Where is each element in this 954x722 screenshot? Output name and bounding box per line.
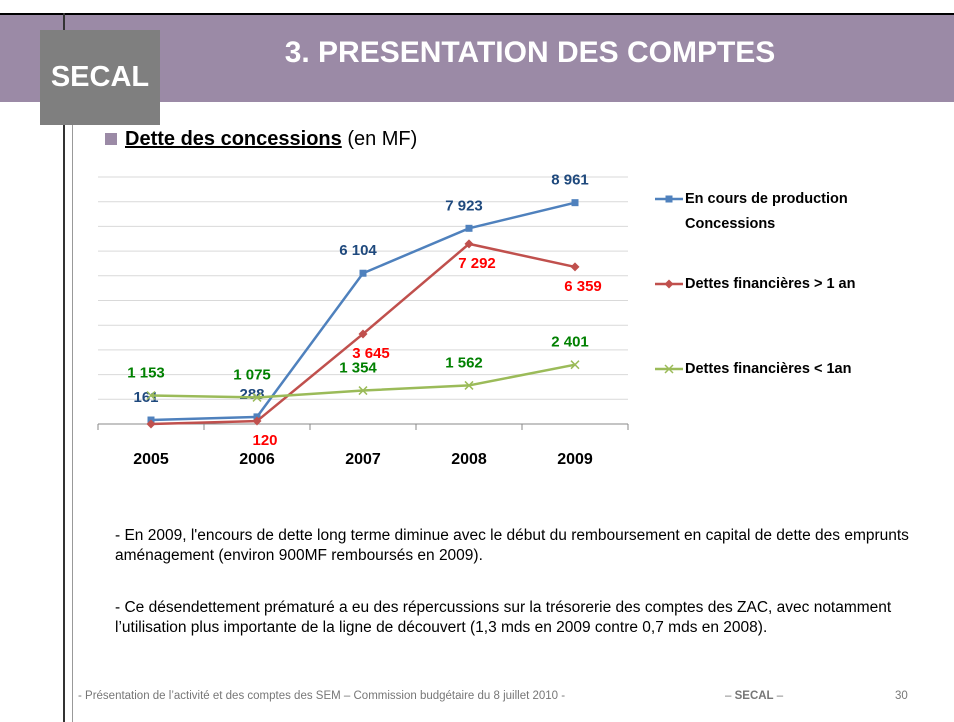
bullet-title: Dette des concessions bbox=[125, 128, 342, 150]
x-tick-label: 2008 bbox=[451, 451, 487, 468]
data-label: 1 562 bbox=[445, 354, 483, 371]
marker bbox=[359, 269, 367, 277]
bullet-unit: (en MF) bbox=[347, 128, 418, 150]
x-tick-label: 2005 bbox=[133, 451, 169, 468]
page-number: 30 bbox=[895, 690, 908, 702]
dash: – bbox=[725, 690, 732, 702]
legend-item: Dettes financières > 1 an bbox=[655, 272, 915, 297]
paragraph: - Ce désendettement prématuré a eu des r… bbox=[115, 599, 892, 636]
data-label: 8 961 bbox=[551, 172, 589, 189]
data-label: 7 923 bbox=[445, 197, 483, 214]
data-label: 7 292 bbox=[458, 255, 496, 272]
data-label: 3 645 bbox=[352, 345, 390, 362]
marker bbox=[570, 262, 580, 272]
footer-brand: – SECAL – bbox=[725, 690, 783, 702]
marker bbox=[465, 224, 473, 232]
legend-icon bbox=[655, 364, 683, 374]
marker bbox=[464, 380, 474, 390]
border-line bbox=[72, 100, 73, 722]
series-line bbox=[150, 201, 576, 422]
marker bbox=[464, 239, 474, 249]
dash: – bbox=[776, 690, 784, 702]
data-label: 120 bbox=[252, 432, 277, 449]
marker bbox=[665, 195, 673, 203]
legend-label: Dettes financières > 1 an bbox=[685, 276, 856, 292]
footer-text: - Présentation de l’activité et des comp… bbox=[78, 690, 566, 702]
paragraph: - En 2009, l'encours de dette long terme… bbox=[115, 527, 909, 564]
footer: - Présentation de l’activité et des comp… bbox=[78, 690, 938, 702]
legend-icon bbox=[655, 195, 683, 203]
marker bbox=[571, 199, 579, 207]
x-tick-label: 2006 bbox=[239, 451, 275, 468]
data-label: 6 359 bbox=[564, 278, 602, 295]
marker bbox=[146, 419, 156, 429]
x-tick-label: 2007 bbox=[345, 451, 381, 468]
legend-item: Dettes financières < 1an bbox=[655, 357, 915, 382]
marker bbox=[664, 279, 674, 289]
border-line bbox=[63, 13, 65, 722]
legend-label: Dettes financières < 1an bbox=[685, 361, 852, 377]
legend-label: En cours de production Concessions bbox=[685, 191, 848, 232]
marker bbox=[252, 416, 262, 426]
data-label: 2 401 bbox=[551, 334, 589, 351]
data-label: 6 104 bbox=[339, 242, 377, 259]
bullet: Dette des concessions (en MF) bbox=[105, 128, 417, 151]
marker bbox=[358, 329, 368, 339]
marker bbox=[146, 390, 156, 401]
logo: SECAL bbox=[40, 30, 160, 125]
marker bbox=[664, 364, 674, 374]
marker bbox=[570, 360, 580, 370]
legend-icon bbox=[655, 279, 683, 289]
slide-title: 3. PRESENTATION DES COMPTES bbox=[284, 36, 776, 69]
marker bbox=[358, 386, 368, 396]
data-label: 1 075 bbox=[233, 366, 271, 383]
data-label: 1 354 bbox=[339, 360, 377, 377]
brand: SECAL bbox=[734, 690, 774, 702]
x-tick-label: 2009 bbox=[557, 451, 593, 468]
marker bbox=[252, 392, 262, 402]
legend-item: En cours de production Concessions bbox=[655, 187, 915, 237]
data-label: 1 153 bbox=[127, 364, 165, 381]
bullet-icon bbox=[105, 133, 117, 145]
